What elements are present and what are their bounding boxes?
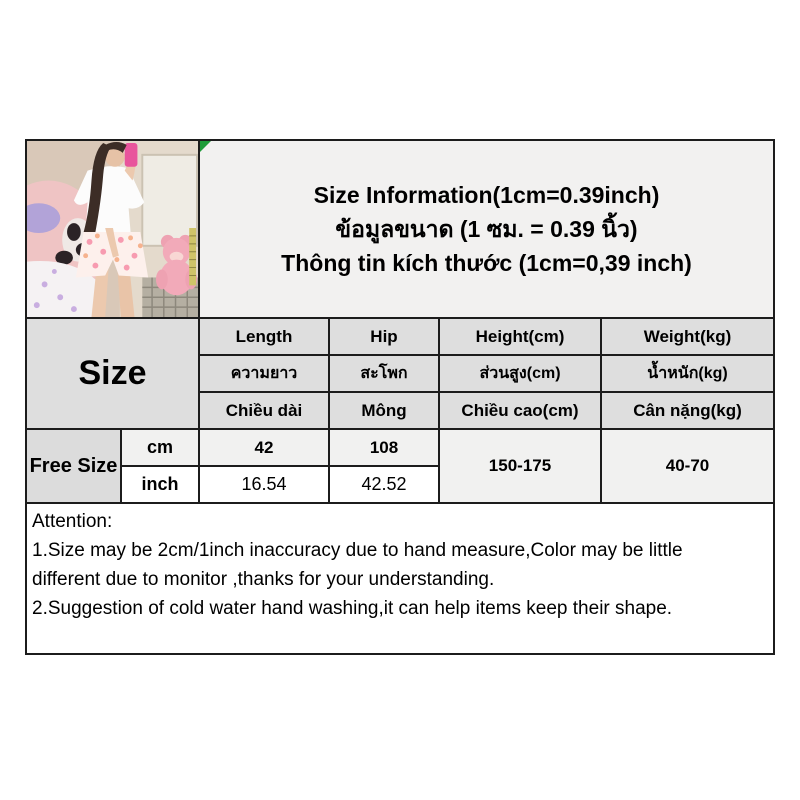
weight-range-value: 40-70 [602, 430, 773, 504]
hip-cm-value: 108 [330, 430, 440, 467]
title-line-th: ข้อมูลขนาด (1 ซม. = 0.39 นิ้ว) [335, 216, 638, 242]
size-chart-table: Size Information(1cm=0.39inch) ข้อมูลขนา… [25, 139, 775, 655]
col-header-weight-th: น้ำหนัก(kg) [602, 356, 773, 393]
col-header-hip-th: สะโพก [330, 356, 440, 393]
attention-title: Attention: [32, 511, 113, 532]
col-header-weight-vi: Cân nặng(kg) [602, 393, 773, 430]
title-line-vi: Thông tin kích thước (1cm=0,39 inch) [281, 250, 692, 276]
length-inch-value: 16.54 [200, 467, 330, 504]
col-header-weight-en: Weight(kg) [602, 319, 773, 356]
col-header-length-th: ความยาว [200, 356, 330, 393]
col-header-length-vi: Chiều dài [200, 393, 330, 430]
size-header-cell: Size [27, 319, 200, 430]
size-information-title: Size Information(1cm=0.39inch) ข้อมูลขนา… [200, 141, 773, 319]
attention-line-1: 1.Size may be 2cm/1inch inaccuracy due t… [32, 540, 683, 561]
attention-line-3: 2.Suggestion of cold water hand washing,… [32, 598, 673, 619]
col-header-hip-vi: Mông [330, 393, 440, 430]
attention-notes: Attention: 1.Size may be 2cm/1inch inacc… [27, 504, 773, 653]
attention-line-2: different due to monitor ,thanks for you… [32, 569, 495, 590]
product-photo [27, 141, 200, 319]
length-cm-value: 42 [200, 430, 330, 467]
col-header-height-th: ส่วนสูง(cm) [440, 356, 602, 393]
col-header-height-vi: Chiều cao(cm) [440, 393, 602, 430]
unit-cm-cell: cm [122, 430, 200, 467]
unit-inch-cell: inch [122, 467, 200, 504]
col-header-length-en: Length [200, 319, 330, 356]
product-photo-illustration [27, 141, 198, 317]
hip-inch-value: 42.52 [330, 467, 440, 504]
col-header-height-en: Height(cm) [440, 319, 602, 356]
title-line-en: Size Information(1cm=0.39inch) [313, 182, 660, 208]
height-range-value: 150-175 [440, 430, 602, 504]
green-corner-marker [200, 141, 211, 152]
size-name-cell: Free Size [27, 430, 122, 504]
col-header-hip-en: Hip [330, 319, 440, 356]
